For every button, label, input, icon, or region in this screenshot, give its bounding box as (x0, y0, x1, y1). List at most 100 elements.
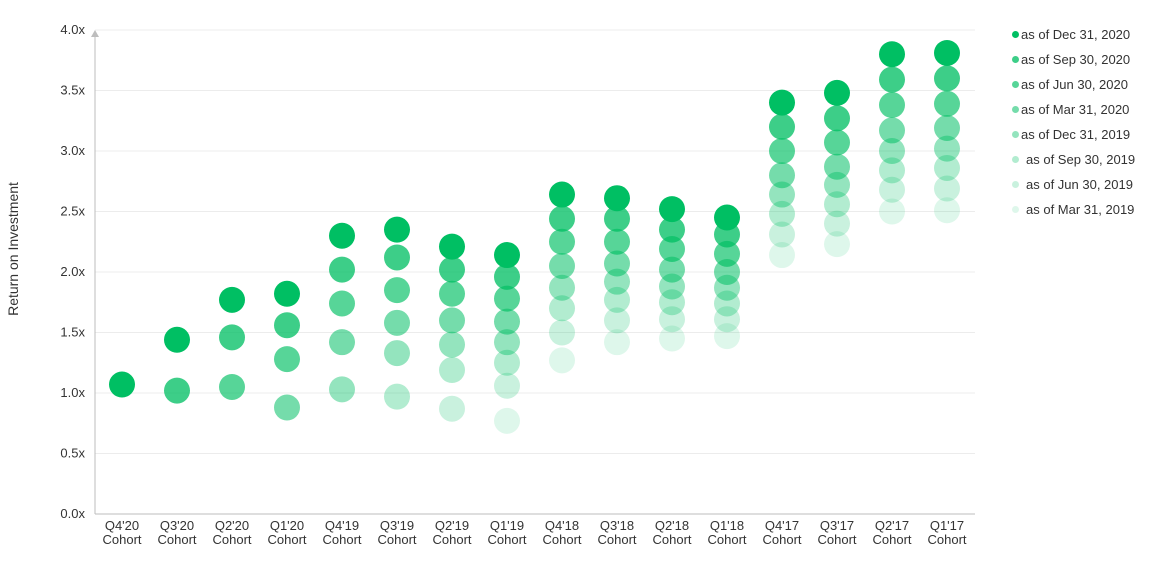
y-tick-label: 1.5x (60, 325, 85, 340)
data-point (879, 117, 905, 144)
x-tick-label: Q4'17 (765, 518, 799, 533)
data-point (384, 216, 410, 243)
data-point (329, 222, 355, 249)
y-tick-label: 0.0x (60, 506, 85, 521)
data-point (824, 191, 850, 218)
x-tick-label: Q2'20 (215, 518, 249, 533)
x-tick-label: Q1'20 (270, 518, 304, 533)
x-tick-label-sub: Cohort (432, 532, 471, 547)
legend-label: as of Dec 31, 2019 (1021, 127, 1131, 142)
data-point (439, 331, 465, 358)
data-points (109, 39, 960, 434)
x-tick-label: Q1'18 (710, 518, 744, 533)
x-tick-label: Q3'17 (820, 518, 854, 533)
data-point (769, 221, 795, 248)
legend-dot-icon (1012, 131, 1019, 138)
data-point (439, 357, 465, 384)
y-tick-labels: 0.0x 0.5x 1.0x 1.5x 2.0x 2.5x 3.0x 3.5x 4.0x (60, 22, 85, 521)
data-point (274, 280, 300, 307)
data-point (549, 205, 575, 232)
x-tick-label: Q1'19 (490, 518, 524, 533)
data-point (439, 307, 465, 334)
data-point (549, 252, 575, 279)
data-point (494, 263, 520, 290)
x-tick-label-sub: Cohort (212, 532, 251, 547)
data-point (384, 244, 410, 271)
legend-dot-icon (1012, 56, 1019, 63)
x-tick-label: Q4'19 (325, 518, 359, 533)
data-point (714, 259, 740, 285)
data-point (164, 326, 190, 353)
legend-dot-icon (1012, 106, 1019, 113)
data-point (109, 371, 135, 398)
legend-dot-icon (1012, 31, 1019, 38)
x-tick-label: Q4'18 (545, 518, 579, 533)
data-point (769, 181, 795, 208)
x-tick-label: Q2'18 (655, 518, 689, 533)
data-point (549, 274, 575, 301)
data-point (879, 66, 905, 93)
data-point (659, 306, 685, 333)
data-point (604, 307, 630, 334)
data-point (384, 383, 410, 410)
data-point (934, 39, 960, 66)
data-point (439, 233, 465, 260)
x-tick-label: Q3'18 (600, 518, 634, 533)
data-point (714, 323, 740, 350)
data-point (494, 349, 520, 376)
legend-item: as of Dec 31, 2020 (1012, 22, 1150, 47)
x-tick-label-sub: Cohort (102, 532, 141, 547)
data-point (549, 181, 575, 208)
data-point (604, 250, 630, 277)
data-point (879, 41, 905, 68)
data-point (934, 154, 960, 181)
data-point (494, 372, 520, 399)
legend-item: as of Mar 31, 2019 (1012, 197, 1150, 222)
x-tick-label-sub: Cohort (652, 532, 691, 547)
x-tick-label: Q4'20 (105, 518, 139, 533)
data-point (824, 231, 850, 258)
legend-label: as of Jun 30, 2019 (1026, 177, 1133, 192)
data-point (879, 138, 905, 164)
data-point (824, 153, 850, 180)
legend-dot-icon (1012, 81, 1019, 88)
y-axis-label: Return on Investment (5, 182, 21, 316)
x-tick-label: Q3'20 (160, 518, 194, 533)
y-tick-label: 3.0x (60, 143, 85, 158)
data-point (439, 395, 465, 422)
data-point (769, 138, 795, 164)
data-point (714, 290, 740, 317)
data-point (219, 373, 245, 400)
data-point (549, 228, 575, 255)
data-point (439, 256, 465, 283)
data-point (494, 407, 520, 434)
data-point (549, 295, 575, 322)
data-point (659, 325, 685, 352)
legend-item: as of Jun 30, 2019 (1012, 172, 1150, 197)
data-point (934, 90, 960, 117)
data-point (604, 205, 630, 232)
legend-label: as of Mar 31, 2020 (1021, 102, 1130, 117)
x-tick-label: Q2'19 (435, 518, 469, 533)
data-point (934, 115, 960, 142)
data-point (659, 216, 685, 243)
y-tick-label: 1.0x (60, 385, 85, 400)
legend-label: as of Jun 30, 2020 (1021, 77, 1128, 92)
legend-label: as of Sep 30, 2019 (1026, 152, 1136, 167)
legend-label: as of Sep 30, 2020 (1021, 52, 1131, 67)
data-point (714, 306, 740, 333)
y-tick-label: 0.5x (60, 446, 85, 461)
data-point (659, 236, 685, 263)
data-point (879, 176, 905, 203)
x-tick-label-sub: Cohort (542, 532, 581, 547)
data-point (659, 289, 685, 316)
data-point (384, 309, 410, 336)
legend-label: as of Dec 31, 2020 (1021, 27, 1131, 42)
data-point (549, 347, 575, 374)
data-point (879, 198, 905, 225)
x-tick-label-sub: Cohort (872, 532, 911, 547)
x-tick-label-sub: Cohort (487, 532, 526, 547)
x-tick-label-sub: Cohort (707, 532, 746, 547)
legend: as of Dec 31, 2020 as of Sep 30, 2020 as o… (1012, 22, 1150, 222)
y-tick-label: 4.0x (60, 22, 85, 37)
